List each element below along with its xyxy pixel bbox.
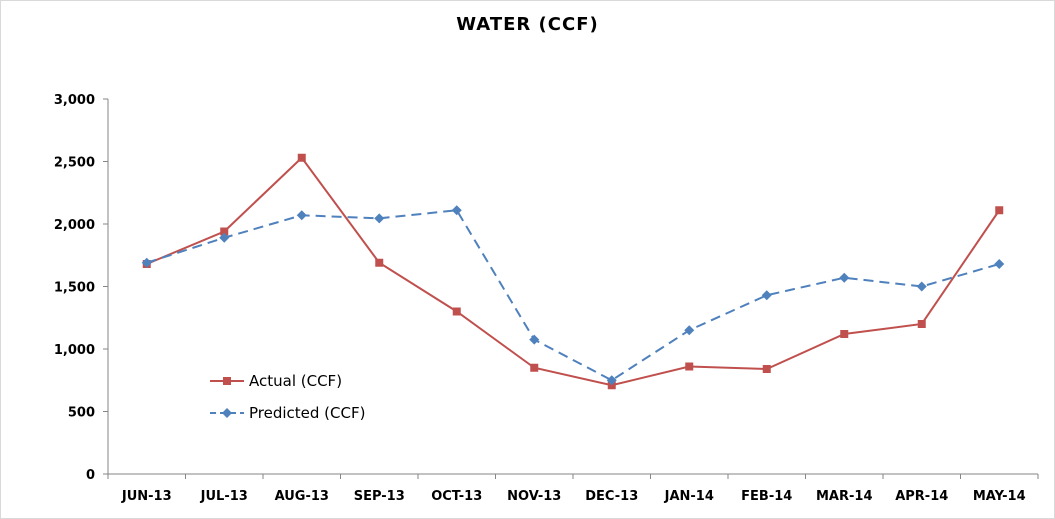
x-tick-label: OCT-13 (431, 489, 482, 504)
y-tick-label: 500 (68, 406, 95, 421)
data-point (296, 210, 307, 221)
data-point (685, 362, 694, 371)
legend: Actual (CCF) Predicted (CCF) (210, 372, 365, 422)
x-tick-label: DEC-13 (585, 489, 638, 504)
series-predicted (141, 205, 1005, 386)
data-point (684, 325, 695, 336)
data-point (220, 227, 229, 236)
x-tick-label: AUG-13 (275, 489, 329, 504)
y-tick-label: 1,000 (54, 343, 95, 358)
legend-label: Actual (CCF) (249, 372, 342, 390)
data-point (917, 320, 926, 328)
y-tick-label: 0 (86, 468, 95, 483)
series-actual (142, 153, 1004, 390)
x-tick-label: MAY-14 (973, 489, 1026, 504)
y-tick-label: 1,500 (54, 281, 95, 296)
y-tick-label: 2,000 (54, 218, 95, 233)
data-point (141, 257, 152, 268)
data-point (374, 213, 385, 224)
data-point (994, 259, 1005, 269)
data-point (375, 258, 384, 267)
x-tick-label: FEB-14 (741, 489, 792, 504)
legend-marker (222, 408, 232, 418)
data-point (452, 307, 461, 316)
x-tick-label: APR-14 (895, 489, 948, 504)
series-layer (141, 153, 1005, 390)
legend-marker (223, 377, 231, 385)
x-tick-label: MAR-14 (816, 489, 873, 504)
data-point (840, 330, 849, 338)
x-tick-label: JUN-13 (121, 489, 172, 504)
x-tick-label: JAN-14 (664, 489, 714, 504)
data-point (297, 153, 306, 162)
data-point (529, 334, 540, 345)
legend-item: Actual (CCF) (210, 372, 342, 390)
y-tick-label: 2,500 (54, 156, 95, 171)
y-axis-ticks: 0 500 1,000 1,500 2,000 2,500 3,000 (54, 93, 108, 483)
series-line (146, 156, 1001, 387)
data-point (762, 365, 771, 373)
x-tick-label: SEP-13 (354, 489, 405, 504)
y-tick-label: 3,000 (54, 93, 95, 108)
chart-title: WATER (CCF) (456, 14, 599, 35)
data-point (606, 375, 617, 386)
data-point (219, 232, 230, 243)
data-point (451, 205, 462, 216)
legend-item: Predicted (CCF) (210, 404, 365, 422)
data-point (530, 363, 539, 372)
data-point (839, 272, 850, 283)
x-tick-label: JUL-13 (200, 489, 248, 504)
data-point (761, 290, 772, 301)
x-tick-label: NOV-13 (507, 489, 561, 504)
data-point (995, 206, 1004, 215)
legend-label: Predicted (CCF) (249, 404, 365, 422)
axes (107, 99, 1038, 475)
x-axis-ticks: JUN-13 JUL-13 AUG-13 SEP-13 OCT-13 NOV-13 DEC-… (107, 474, 1039, 504)
data-point (916, 281, 927, 292)
series-line (146, 209, 1000, 382)
